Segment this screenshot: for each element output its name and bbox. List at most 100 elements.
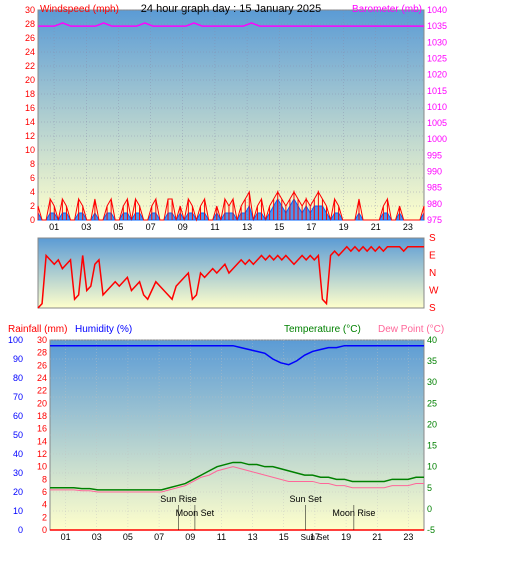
rainfall-label: Rainfall (mm): [8, 324, 67, 335]
rain-tick: 26: [37, 360, 47, 370]
left-tick: 6: [30, 173, 35, 183]
left-tick: 4: [30, 187, 35, 197]
x-tick: 11: [210, 222, 219, 232]
rain-tick: 16: [37, 424, 47, 434]
rain-tick: 20: [37, 398, 47, 408]
rain-tick: 6: [42, 487, 47, 497]
barometer-label: Barometer (mb): [352, 4, 422, 15]
chart-title: 24 hour graph day : 15 January 2025: [141, 3, 321, 15]
left-tick: 10: [25, 145, 35, 155]
left-tick: 8: [30, 159, 35, 169]
rain-tick: 4: [42, 500, 47, 510]
dewpoint-label: Dew Point (°C): [378, 324, 444, 335]
hum-tick: 90: [13, 354, 23, 364]
left-tick: 0: [30, 215, 35, 225]
temperature-label: Temperature (°C): [284, 324, 361, 335]
right-tick: 1005: [427, 118, 447, 128]
hum-tick: 60: [13, 411, 23, 421]
left-tick: 26: [25, 33, 35, 43]
x-tick: 07: [146, 222, 156, 232]
x-tick: 03: [92, 532, 102, 542]
left-tick: 20: [25, 75, 35, 85]
rain-tick: 30: [37, 335, 47, 345]
x-tick: 21: [372, 532, 382, 542]
rain-tick: 10: [37, 462, 47, 472]
x-tick: 19: [339, 222, 349, 232]
right-tick: 995: [427, 150, 442, 160]
left-tick: 2: [30, 201, 35, 211]
humidity-label: Humidity (%): [75, 324, 132, 335]
x-tick: 09: [178, 222, 188, 232]
sun-rise-label: Sun Rise: [160, 494, 197, 504]
temp-tick: 40: [427, 335, 437, 345]
x-tick: 15: [274, 222, 284, 232]
left-tick: 28: [25, 19, 35, 29]
left-tick: 18: [25, 89, 35, 99]
x-tick: 19: [341, 532, 351, 542]
left-tick: 12: [25, 131, 35, 141]
hum-tick: 50: [13, 430, 23, 440]
x-tick: 23: [403, 222, 413, 232]
hum-tick: 100: [8, 335, 23, 345]
right-tick: 1020: [427, 70, 447, 80]
moon-set-label: Moon Set: [176, 508, 215, 518]
hum-tick: 20: [13, 487, 23, 497]
x-tick: 05: [113, 222, 123, 232]
hum-tick: 40: [13, 449, 23, 459]
temp-tick: -5: [427, 525, 435, 535]
hum-tick: 0: [18, 525, 23, 535]
temp-tick: 5: [427, 483, 432, 493]
sun-set-label: Sun Set: [290, 494, 323, 504]
right-tick: 1040: [427, 5, 447, 15]
right-tick: 975: [427, 215, 442, 225]
left-tick: 16: [25, 103, 35, 113]
temp-tick: 35: [427, 356, 437, 366]
x-tick: 03: [81, 222, 91, 232]
temp-tick: 20: [427, 419, 437, 429]
rain-tick: 2: [42, 512, 47, 522]
rain-tick: 8: [42, 474, 47, 484]
rain-tick: 28: [37, 348, 47, 358]
x-tick: 11: [217, 532, 226, 542]
left-tick: 22: [25, 61, 35, 71]
sun-set-axis-label: Sun Set: [301, 533, 330, 542]
temp-tick: 15: [427, 441, 437, 451]
x-tick: 15: [279, 532, 289, 542]
rain-tick: 0: [42, 525, 47, 535]
hum-tick: 70: [13, 392, 23, 402]
temp-tick: 0: [427, 504, 432, 514]
x-tick: 13: [242, 222, 252, 232]
x-tick: 23: [403, 532, 413, 542]
right-tick: 1010: [427, 102, 447, 112]
right-tick: 1015: [427, 86, 447, 96]
right-tick: 980: [427, 199, 442, 209]
x-tick: 21: [371, 222, 381, 232]
x-tick: 09: [185, 532, 195, 542]
moon-rise-label: Moon Rise: [332, 508, 375, 518]
right-tick: 1000: [427, 134, 447, 144]
right-tick: 990: [427, 167, 442, 177]
left-tick: 14: [25, 117, 35, 127]
dir-tick: E: [429, 251, 436, 262]
x-tick: 07: [154, 532, 164, 542]
dir-tick: N: [429, 268, 436, 279]
rain-tick: 14: [37, 436, 47, 446]
x-tick: 01: [49, 222, 59, 232]
temp-tick: 30: [427, 377, 437, 387]
dir-tick: W: [429, 286, 439, 297]
hum-tick: 10: [13, 506, 23, 516]
temp-tick: 10: [427, 462, 437, 472]
temp-tick: 25: [427, 398, 437, 408]
x-tick: 05: [123, 532, 133, 542]
x-tick: 01: [61, 532, 71, 542]
left-tick: 30: [25, 5, 35, 15]
left-tick: 24: [25, 47, 35, 57]
windspeed-label: Windspeed (mph): [40, 4, 119, 15]
x-tick: 13: [248, 532, 258, 542]
hum-tick: 80: [13, 373, 23, 383]
rain-tick: 24: [37, 373, 47, 383]
right-tick: 1025: [427, 53, 447, 63]
hum-tick: 30: [13, 468, 23, 478]
rain-tick: 22: [37, 386, 47, 396]
rain-tick: 18: [37, 411, 47, 421]
